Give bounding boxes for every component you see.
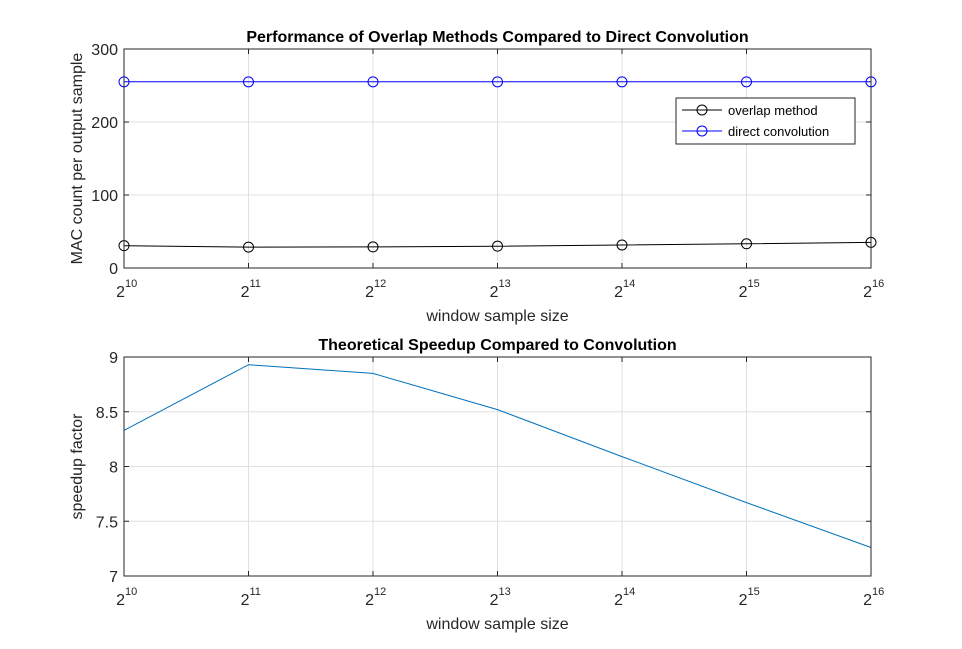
x-tick-base: 2 (241, 284, 250, 301)
x-tick-base: 2 (739, 284, 748, 301)
x-tick-exponent: 12 (374, 278, 386, 290)
data-point (367, 241, 379, 253)
x-tick-label: 2 15 (739, 586, 760, 609)
data-point (741, 238, 752, 250)
x-tick-base: 2 (863, 592, 872, 609)
x-tick-label: 2 16 (863, 586, 884, 609)
x-tick-label: 2 12 (365, 278, 386, 301)
legend-label: overlap method (728, 103, 818, 118)
x-tick-base: 2 (116, 284, 125, 301)
x-tick-label: 2 14 (614, 278, 635, 301)
x-tick-exponent: 15 (748, 278, 760, 290)
legend-marker (696, 125, 708, 137)
x-axis-label: window sample size (425, 616, 568, 633)
x-tick-base: 2 (739, 592, 748, 609)
x-tick-label: 2 10 (116, 586, 137, 609)
y-tick-label: 8.5 (96, 405, 118, 422)
x-tick-label: 2 10 (116, 278, 137, 301)
x-axis-label: window sample size (425, 308, 568, 325)
y-tick-label: 8 (109, 460, 118, 477)
y-tick-label: 100 (91, 188, 118, 205)
x-tick-exponent: 14 (623, 278, 635, 290)
x-tick-base: 2 (614, 284, 623, 301)
x-tick-label: 2 11 (241, 586, 261, 609)
y-tick-label: 9 (109, 350, 118, 367)
y-axis-label: speedup factor (69, 413, 86, 520)
x-tick-exponent: 16 (872, 586, 884, 598)
data-point (616, 76, 628, 88)
x-tick-label: 2 13 (490, 586, 511, 609)
x-tick-exponent: 14 (623, 586, 635, 598)
chart-title: Performance of Overlap Methods Compared … (246, 29, 748, 46)
x-tick-exponent: 13 (499, 586, 511, 598)
x-tick-exponent: 11 (250, 278, 261, 290)
data-point (367, 76, 379, 88)
y-tick-label: 200 (91, 115, 118, 132)
x-tick-label: 2 15 (739, 278, 760, 301)
x-tick-base: 2 (365, 592, 374, 609)
x-tick-base: 2 (614, 592, 623, 609)
x-tick-exponent: 15 (748, 586, 760, 598)
data-point (616, 239, 628, 251)
legend-marker (696, 104, 708, 116)
legend: overlap method direct convolution (675, 97, 856, 145)
y-tick-label: 300 (91, 42, 118, 59)
chart-2: 2 10 2 11 2 12 2 13 2 14 2 15 2 1677.588.59Theoretica… (69, 337, 884, 633)
x-tick-exponent: 12 (374, 586, 386, 598)
x-tick-base: 2 (365, 284, 374, 301)
x-tick-base: 2 (490, 284, 499, 301)
y-tick-label: 7 (109, 569, 118, 586)
x-tick-exponent: 13 (499, 278, 511, 290)
x-tick-base: 2 (116, 592, 125, 609)
x-tick-exponent: 11 (250, 586, 261, 598)
series-line-1 (123, 364, 872, 548)
x-tick-exponent: 16 (872, 278, 884, 290)
x-tick-label: 2 13 (490, 278, 511, 301)
x-tick-label: 2 16 (863, 278, 884, 301)
chart-title: Theoretical Speedup Compared to Convolut… (318, 337, 676, 354)
x-tick-base: 2 (863, 284, 872, 301)
legend-box (675, 97, 856, 145)
x-tick-exponent: 10 (125, 278, 137, 290)
x-tick-base: 2 (490, 592, 499, 609)
data-point (243, 76, 254, 88)
legend-label: direct convolution (728, 124, 829, 139)
x-tick-exponent: 10 (125, 586, 137, 598)
x-tick-label: 2 14 (614, 586, 635, 609)
data-point (741, 76, 752, 88)
x-tick-label: 2 11 (241, 278, 261, 301)
x-tick-label: 2 12 (365, 586, 386, 609)
data-point (243, 241, 254, 253)
data-point (492, 240, 503, 252)
chart-1: 2 10 2 11 2 12 2 13 2 14 2 15 2 160100200300Performan… (69, 29, 884, 325)
y-axis-label: MAC count per output sample (69, 53, 86, 265)
data-point (492, 76, 503, 88)
series-line-1 (123, 241, 872, 248)
x-tick-base: 2 (241, 592, 250, 609)
y-tick-label: 0 (109, 261, 118, 278)
y-tick-label: 7.5 (96, 514, 118, 531)
